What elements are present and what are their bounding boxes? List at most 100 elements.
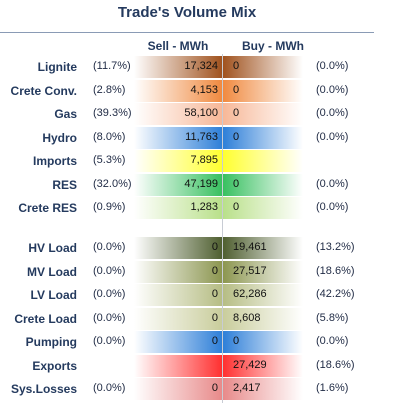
buy-percent: (0.0%) — [316, 107, 349, 119]
column-divider — [222, 54, 223, 403]
buy-bar — [223, 261, 303, 283]
buy-bar — [223, 56, 303, 78]
buy-value: 27,429 — [233, 359, 267, 371]
sell-percent: (0.0%) — [93, 241, 126, 253]
row-label: HV Load — [28, 241, 77, 255]
buy-value: 0 — [233, 84, 240, 96]
sell-value: 17,324 — [184, 60, 218, 72]
buy-value: 2,417 — [233, 382, 261, 394]
row-label: Gas — [54, 107, 77, 121]
title-rule — [0, 32, 374, 33]
sell-percent: (5.3%) — [93, 154, 126, 166]
buy-bar — [223, 174, 303, 196]
buy-percent: (18.6%) — [316, 265, 355, 277]
buy-bar — [223, 103, 303, 125]
sell-value: 47,199 — [184, 178, 218, 190]
table-row: Hydro (8.0%) 11,763 0 (0.0%) — [0, 127, 415, 149]
buy-value: 0 — [233, 178, 240, 190]
sell-value: 0 — [211, 382, 218, 394]
buy-percent: (0.0%) — [316, 60, 349, 72]
table-row: Crete RES (0.9%) 1,283 0 (0.0%) — [0, 197, 415, 219]
buy-percent: (0.0%) — [316, 131, 349, 143]
sell-percent: (0.9%) — [93, 201, 126, 213]
sell-value: 11,763 — [185, 131, 218, 143]
buy-column-header: Buy - MWh — [242, 39, 304, 53]
table-row: HV Load (0.0%) 0 19,461 (13.2%) — [0, 237, 415, 259]
sell-value: 7,895 — [190, 154, 218, 166]
sell-value: 0 — [211, 312, 218, 324]
sell-percent: (32.0%) — [93, 178, 132, 190]
table-row: Imports (5.3%) 7,895 — [0, 150, 415, 172]
row-label: Lignite — [37, 60, 77, 74]
row-label: MV Load — [27, 265, 77, 279]
buy-percent: (0.0%) — [316, 84, 349, 96]
table-row: LV Load (0.0%) 0 62,286 (42.2%) — [0, 284, 415, 306]
table-row: Exports 27,429 (18.6%) — [0, 355, 415, 377]
sell-value: 58,100 — [184, 107, 218, 119]
sell-percent: (0.0%) — [93, 382, 126, 394]
buy-bar — [223, 80, 303, 102]
sell-percent: (0.0%) — [93, 288, 126, 300]
buy-bar — [223, 237, 303, 259]
row-label: Hydro — [42, 131, 77, 145]
buy-percent: (0.0%) — [316, 335, 349, 347]
sell-bar — [134, 261, 222, 283]
buy-bar — [223, 197, 303, 219]
sell-percent: (0.0%) — [93, 335, 126, 347]
buy-value: 0 — [233, 335, 240, 347]
row-label: Crete Load — [14, 312, 77, 326]
sell-percent: (8.0%) — [93, 131, 126, 143]
buy-bar — [223, 150, 303, 172]
row-label: Crete RES — [18, 201, 77, 215]
sell-value: 0 — [211, 335, 218, 347]
chart-title: Trade's Volume Mix — [117, 4, 257, 21]
sell-bar — [134, 284, 222, 306]
buy-value: 8,608 — [233, 312, 261, 324]
sell-bar — [134, 308, 222, 330]
buy-value: 27,517 — [233, 265, 267, 277]
row-label: RES — [52, 178, 77, 192]
row-label: Crete Conv. — [10, 84, 77, 98]
buy-percent: (18.6%) — [316, 359, 355, 371]
sell-value: 0 — [211, 288, 218, 300]
sell-value: 0 — [211, 241, 218, 253]
sell-percent: (11.7%) — [93, 60, 131, 72]
sell-percent: (0.0%) — [93, 312, 126, 324]
table-row: Sys.Losses (0.0%) 0 2,417 (1.6%) — [0, 378, 415, 400]
row-label: Pumping — [25, 335, 77, 349]
sell-value: 4,153 — [190, 84, 218, 96]
buy-value: 0 — [233, 131, 240, 143]
buy-percent: (0.0%) — [316, 201, 349, 213]
sell-bar — [134, 197, 222, 219]
buy-percent: (13.2%) — [316, 241, 355, 253]
sell-bar — [134, 378, 222, 400]
sell-percent: (39.3%) — [93, 107, 132, 119]
buy-bar — [223, 331, 303, 353]
table-row: Crete Load (0.0%) 0 8,608 (5.8%) — [0, 308, 415, 330]
buy-bar — [223, 308, 303, 330]
sell-bar — [134, 127, 222, 149]
sell-bar — [134, 80, 222, 102]
table-row: Crete Conv. (2.8%) 4,153 0 (0.0%) — [0, 80, 415, 102]
buy-percent: (42.2%) — [316, 288, 355, 300]
sell-bar — [134, 174, 222, 196]
sell-bar — [134, 103, 222, 125]
sell-value: 0 — [211, 265, 218, 277]
buy-value: 0 — [233, 107, 240, 119]
sell-bar — [134, 331, 222, 353]
sell-percent: (0.0%) — [93, 265, 126, 277]
buy-percent: (5.8%) — [316, 312, 349, 324]
sell-bar — [134, 355, 222, 377]
sell-value: 1,283 — [190, 201, 218, 213]
table-row: Gas (39.3%) 58,100 0 (0.0%) — [0, 103, 415, 125]
buy-bar — [223, 127, 303, 149]
sell-bar — [134, 56, 222, 78]
row-label: Exports — [32, 359, 77, 373]
buy-value: 62,286 — [233, 288, 267, 300]
table-row: Pumping (0.0%) 0 0 (0.0%) — [0, 331, 415, 353]
table-row: Lignite (11.7%) 17,324 0 (0.0%) — [0, 56, 415, 78]
buy-value: 0 — [233, 60, 240, 72]
table-row: MV Load (0.0%) 0 27,517 (18.6%) — [0, 261, 415, 283]
row-label: Sys.Losses — [10, 382, 77, 396]
buy-percent: (1.6%) — [316, 382, 349, 394]
